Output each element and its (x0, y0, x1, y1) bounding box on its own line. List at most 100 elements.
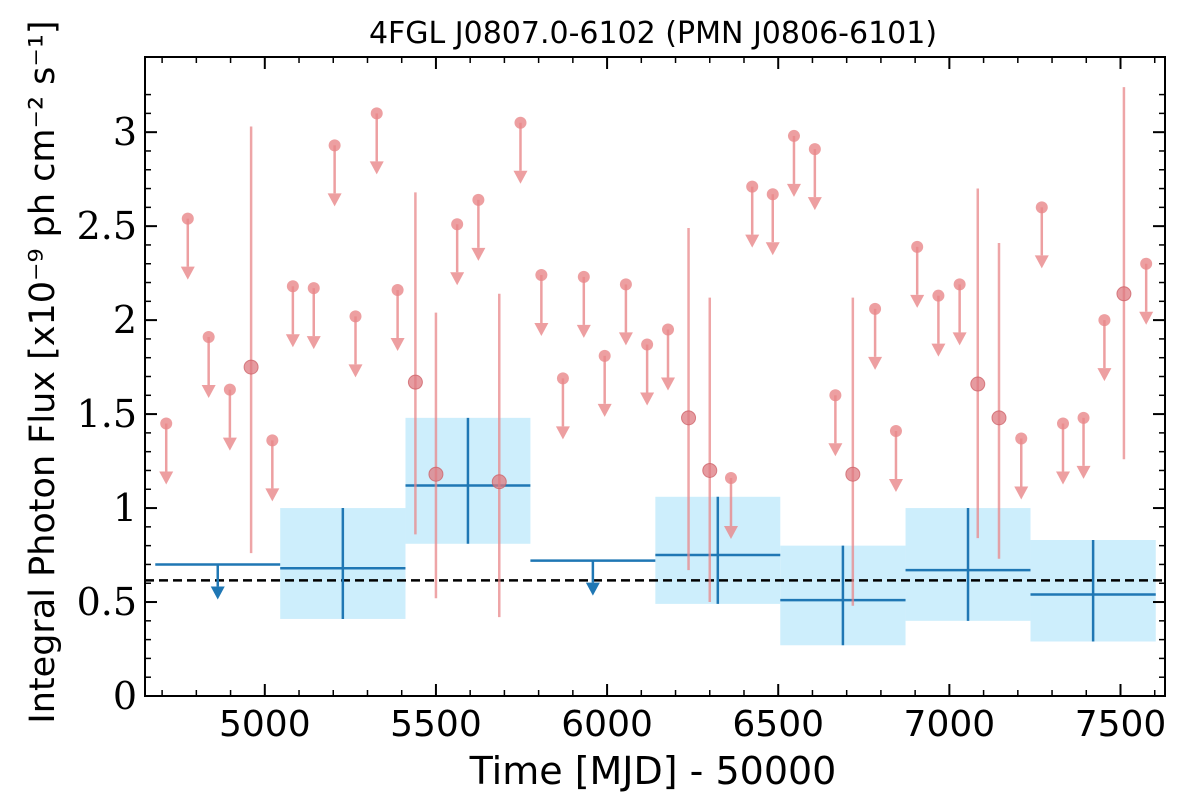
short-bin-upper-limit-arrow (765, 242, 780, 256)
short-bin-point (243, 359, 259, 375)
short-bin-upper-limit-point (535, 269, 548, 282)
short-bin-upper-limit-arrow (745, 234, 760, 248)
short-bin-upper-limit-arrow (786, 183, 801, 197)
chart-title: 4FGL J0807.0-6102 (PMN J0806-6101) (369, 16, 937, 51)
short-bin-upper-limit-arrow (888, 479, 903, 493)
short-bin-upper-limit-arrow (868, 356, 883, 370)
short-bin-upper-limit-arrow (1014, 486, 1029, 500)
short-bin-upper-limit-arrow (159, 471, 174, 485)
short-bin-upper-limit-arrow (534, 323, 549, 337)
short-bin-upper-limit-arrow (180, 266, 195, 280)
short-bin-upper-limit-arrow (952, 332, 967, 346)
short-bin-upper-limit-point (391, 284, 404, 297)
short-bin-upper-limit-point (286, 280, 299, 293)
short-bin-upper-limit-arrow (285, 334, 300, 348)
x-tick-label: 7000 (904, 704, 996, 745)
short-bin-upper-limit-point (328, 139, 341, 152)
short-bin-point (970, 376, 986, 392)
x-tick-label: 7500 (1075, 704, 1167, 745)
x-tick-label: 6500 (732, 704, 824, 745)
short-bin-upper-limit-arrow (1034, 255, 1049, 269)
axes-layer: 5000 5500 6000 6500 7000 7500 0 0.5 1 1.5 2 2.5 3 (77, 56, 1167, 745)
short-bin-upper-limit-arrow (471, 247, 486, 261)
short-bin-upper-limit-point (808, 143, 821, 156)
short-bin-upper-limit-point (869, 302, 882, 315)
short-bin-upper-limit-arrow (807, 197, 822, 211)
x-tick-label: 5000 (219, 704, 311, 745)
short-bin-upper-limit-point (598, 349, 611, 362)
short-bin-upper-limit-point (266, 434, 279, 447)
short-bin-upper-limit-point (724, 471, 737, 484)
y-tick-label: 2 (113, 298, 137, 342)
short-bin-upper-limit-point (766, 188, 779, 201)
short-bin-upper-limit-point (556, 372, 569, 385)
short-bin-upper-limit-point (160, 417, 173, 430)
short-bin-point (681, 410, 697, 426)
y-tick-label: 1.5 (77, 392, 137, 436)
y-tick-label: 2.5 (77, 204, 137, 248)
plot-layer (145, 87, 1165, 646)
short-bin-upper-limit-point (202, 331, 215, 344)
short-bin-upper-limit-point (1057, 417, 1069, 430)
short-bin-upper-limit-arrow (306, 336, 321, 350)
x-tick-label: 5500 (390, 704, 482, 745)
short-bin-upper-limit-point (1015, 432, 1028, 445)
short-bin-upper-limit-arrow (513, 170, 528, 184)
short-bin-upper-limit-arrow (555, 426, 570, 440)
short-bin-upper-limit-point (746, 180, 759, 193)
x-axis-label: Time [MJD] - 50000 (469, 749, 837, 793)
short-bin-upper-limit-arrow (327, 193, 342, 207)
short-bin-upper-limit-point (619, 278, 632, 291)
short-bin-upper-limit-point (1077, 411, 1090, 424)
short-bin-upper-limit-point (472, 193, 485, 206)
short-bin-upper-limit-arrow (828, 443, 843, 457)
short-bin-upper-limit-point (370, 107, 383, 120)
long-bin-upper-limit-arrow (585, 582, 600, 596)
short-bin-upper-limit-point (1035, 201, 1048, 214)
short-bin-upper-limit-arrow (1097, 368, 1112, 382)
short-bin-upper-limit-point (307, 282, 320, 295)
short-bin-upper-limit-point (953, 278, 966, 291)
short-bin-upper-limit-arrow (222, 437, 237, 451)
short-bin-upper-limit-point (181, 212, 194, 225)
short-bin-upper-limit-point (641, 338, 654, 351)
short-bin-upper-limit-arrow (576, 324, 591, 338)
short-bin-point (845, 466, 861, 482)
short-bin-upper-limit-arrow (597, 403, 612, 417)
short-bin-upper-limit-point (1098, 314, 1111, 327)
short-bin-upper-limit-arrow (1076, 465, 1091, 479)
short-bin-upper-limit-arrow (640, 392, 655, 406)
short-bin-upper-limit-arrow (1139, 311, 1154, 325)
short-bin-upper-limit-point (451, 218, 464, 231)
short-bin-upper-limit-arrow (450, 272, 465, 286)
long-bin-upper-limit-arrow (210, 586, 225, 600)
x-tick-label: 6000 (561, 704, 653, 745)
short-bin-upper-limit-point (223, 383, 236, 396)
short-bin-upper-limit-point (829, 389, 842, 402)
short-bin-upper-limit-point (787, 129, 800, 142)
short-bin-upper-limit-arrow (661, 377, 676, 391)
short-bin-upper-limit-point (349, 310, 362, 323)
short-bin-upper-limit-arrow (348, 364, 363, 378)
y-tick-label: 1 (113, 486, 137, 530)
y-tick-label: 0 (113, 674, 137, 718)
short-bin-point (491, 474, 507, 490)
short-bin-upper-limit-arrow (910, 294, 925, 308)
short-bin-upper-limit-point (911, 240, 924, 253)
short-bin-upper-limit-arrow (1056, 471, 1070, 485)
y-tick-label: 3 (113, 110, 137, 154)
short-bin-upper-limit-point (662, 323, 675, 336)
short-bin-upper-limit-point (889, 425, 902, 438)
y-tick-label: 0.5 (77, 580, 137, 624)
short-bin-upper-limit-point (577, 270, 590, 283)
short-bin-upper-limit-arrow (723, 525, 738, 539)
short-bin-point (407, 374, 423, 390)
short-bin-point (702, 462, 718, 478)
short-bin-upper-limit-point (1140, 257, 1153, 270)
short-bin-upper-limit-point (932, 289, 945, 302)
short-bin-upper-limit-arrow (931, 343, 946, 357)
y-axis-label: Integral Photon Flux [x10⁻⁹ ph cm⁻² s⁻¹] (23, 20, 63, 723)
short-bin-point (991, 410, 1007, 426)
short-bin-upper-limit-arrow (618, 332, 633, 346)
